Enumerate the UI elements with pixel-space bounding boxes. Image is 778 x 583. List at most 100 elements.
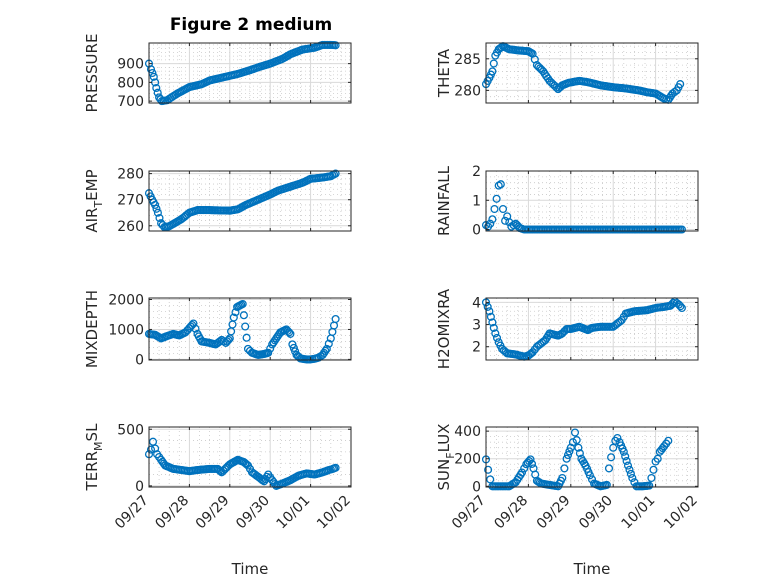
data-point <box>229 313 238 322</box>
x-tick-label: 09/29 <box>534 493 574 533</box>
data-point <box>273 332 282 341</box>
panel-terr_msl: 0 500 TERRMSL 09/27 09/28 09/29 09/30 10/01 10/0… <box>83 422 354 578</box>
data-point <box>517 468 527 477</box>
panel-air_temp: 260 270 280 AIRTEMP <box>83 167 352 235</box>
y-tick-label: 2 <box>472 340 481 356</box>
axes-box <box>148 170 352 232</box>
y-tick-label: 0 <box>472 223 481 239</box>
data-point <box>153 208 162 217</box>
y-axis-label: SUNFLUX <box>435 424 457 491</box>
data-point <box>602 480 611 489</box>
data-point <box>565 447 574 456</box>
x-tick-label: 09/30 <box>576 493 616 533</box>
y-axis-label: PRESSURE <box>83 34 101 113</box>
data-point <box>613 433 622 443</box>
data-point <box>496 180 505 189</box>
y-axis-label-main: SUN <box>435 459 453 491</box>
data-point <box>623 461 633 470</box>
y-tick-label: 280 <box>117 167 144 183</box>
y-tick-label: 285 <box>454 52 481 68</box>
data-point <box>148 437 158 446</box>
y-axis-label: MIXDEPTH <box>83 290 101 368</box>
data-point <box>224 335 233 344</box>
data-point <box>152 83 161 93</box>
data-point <box>314 353 323 362</box>
data-point <box>331 41 340 50</box>
y-tick-label: 500 <box>117 422 144 438</box>
y-tick-label: 2 <box>472 164 481 180</box>
axes-box <box>485 297 699 361</box>
x-tick-label: 10/01 <box>274 493 314 533</box>
figure-title: Figure 2 medium <box>170 15 332 35</box>
data-point <box>490 204 499 214</box>
data-point <box>146 445 156 454</box>
y-tick-label: 800 <box>117 75 144 91</box>
data-point <box>484 465 493 474</box>
data-point <box>238 299 247 309</box>
data-point <box>266 344 275 353</box>
data-point <box>649 465 658 474</box>
data-point <box>285 328 294 337</box>
data-point <box>558 473 567 483</box>
data-point <box>155 213 164 223</box>
y-axis-label: TERRMSL <box>83 423 105 492</box>
data-point <box>270 336 279 345</box>
y-tick-label: 2000 <box>108 292 144 308</box>
data-point <box>676 80 685 89</box>
x-tick-label: 09/27 <box>112 493 152 533</box>
data-point <box>560 464 569 473</box>
data-point <box>621 452 630 461</box>
data-point <box>520 464 529 473</box>
data-point <box>321 346 330 355</box>
y-tick-label: 0 <box>472 479 481 495</box>
data-point <box>509 221 518 230</box>
data-point <box>331 463 340 472</box>
x-tick-label: 10/02 <box>314 493 354 533</box>
panel-pressure: 700 800 900 PRESSURE <box>83 34 352 113</box>
data-point <box>264 348 273 357</box>
y-axis-label-tail: LUX <box>435 424 453 453</box>
y-axis-label-main: THETA <box>435 48 453 98</box>
data-point <box>492 333 502 342</box>
data-point <box>216 467 225 476</box>
data-point <box>527 459 537 468</box>
data-point <box>677 303 686 313</box>
data-point <box>239 311 248 320</box>
axes-box <box>485 426 699 488</box>
data-point <box>331 314 340 324</box>
y-axis-label-subscript: M <box>92 441 105 451</box>
data-point <box>501 216 510 225</box>
axes-box <box>485 170 699 232</box>
data-point <box>669 298 678 307</box>
data-point <box>562 454 571 463</box>
y-axis-label-main: TERR <box>83 451 101 492</box>
axes-box <box>485 42 699 104</box>
x-axis-label: Time <box>231 560 269 578</box>
y-tick-label: 200 <box>454 452 481 468</box>
y-axis-label-main: RAINFALL <box>435 165 453 236</box>
y-tick-label: 280 <box>454 83 481 99</box>
data-point <box>286 329 295 338</box>
panel-h2omixra: 2 3 4 H2OMIXRA <box>435 288 699 369</box>
data-point <box>242 333 251 342</box>
data-point <box>570 428 580 437</box>
y-axis-label-main: H2OMIXRA <box>435 288 453 369</box>
data-point <box>486 475 495 484</box>
y-axis-label-tail: EMP <box>83 169 101 200</box>
y-axis-label-main: AIR <box>83 208 101 233</box>
data-point <box>322 344 331 353</box>
data-point <box>152 204 161 213</box>
data-point <box>572 436 581 445</box>
data-point <box>626 469 635 478</box>
y-axis-label-main: PRESSURE <box>83 34 101 113</box>
x-tick-label: 09/29 <box>193 493 233 533</box>
data-point <box>625 465 634 474</box>
data-point <box>318 350 327 359</box>
data-point <box>604 464 614 473</box>
data-point <box>268 340 277 349</box>
data-point <box>320 348 329 357</box>
data-point <box>241 322 250 331</box>
y-axis-label: H2OMIXRA <box>435 288 453 369</box>
